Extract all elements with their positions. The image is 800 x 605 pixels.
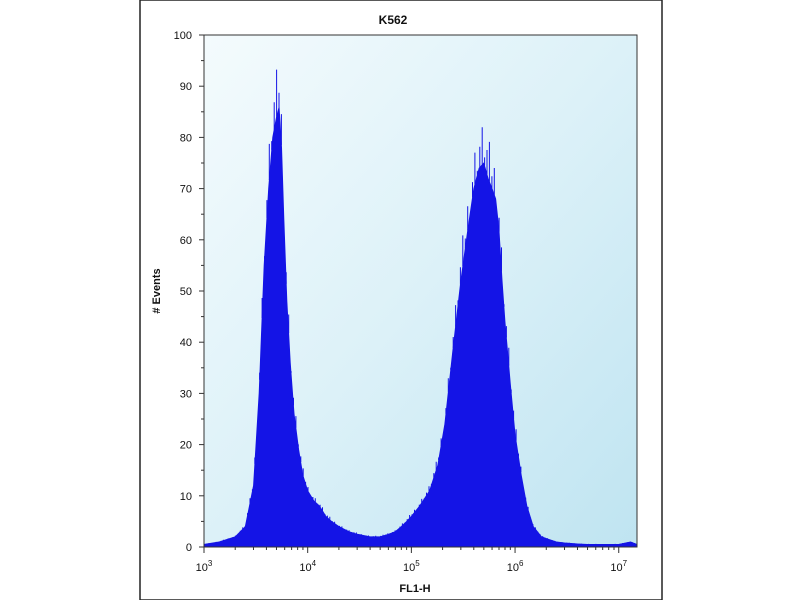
y-tick-label: 80 [180,132,192,144]
y-tick-label: 60 [180,235,192,247]
x-tick-label: 104 [299,559,316,574]
y-axis-label: # Events [151,268,163,313]
y-tick-label: 20 [180,440,192,452]
y-axis: 0 10 20 30 40 50 60 70 80 90 100 [174,30,204,554]
series-layer [203,69,638,548]
x-tick-exponent: 7 [623,559,628,568]
y-tick-label: 40 [180,337,192,349]
x-tick-exponent: 5 [415,559,420,568]
y-tick-label: 100 [174,30,192,42]
y-tick-label: 90 [180,81,192,93]
y-tick-label: 30 [180,388,192,400]
x-tick-base: 10 [196,562,208,574]
x-axis: 103 104 105 106 107 [196,547,628,574]
y-tick-label: 70 [180,184,192,196]
x-tick-exponent: 4 [312,559,317,568]
y-tick-label: 0 [186,542,192,554]
x-axis-label: FL1-H [399,583,430,595]
x-minor-ticks [234,547,615,550]
x-tick-exponent: 6 [519,559,524,568]
y-tick-label: 50 [180,286,192,298]
x-tick-exponent: 3 [208,559,213,568]
x-tick-base: 10 [403,562,415,574]
x-tick-base: 10 [299,562,311,574]
histogram-bin-spikes [205,69,636,545]
x-tick-label: 105 [403,559,420,574]
x-tick-label: 107 [610,559,627,574]
x-tick-label: 106 [507,559,524,574]
y-tick-label: 10 [180,491,192,503]
x-tick-base: 10 [610,562,622,574]
x-tick-label: 103 [196,559,213,574]
chart-title: K562 [379,13,408,27]
x-tick-base: 10 [507,562,519,574]
